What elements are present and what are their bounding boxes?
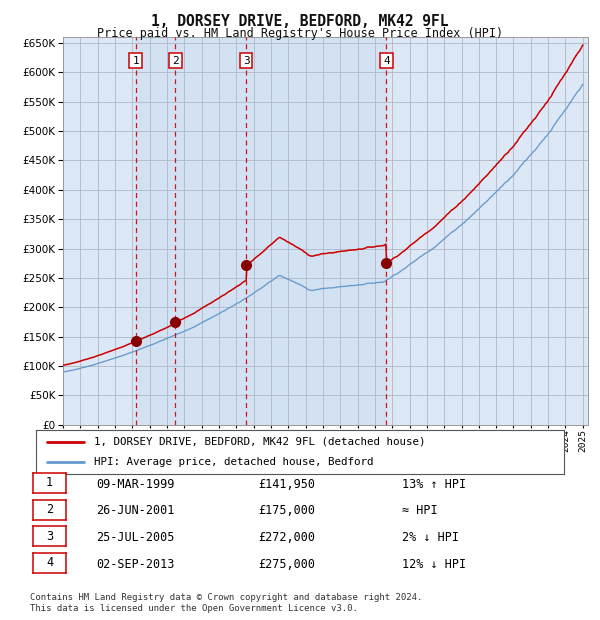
Text: ≈ HPI: ≈ HPI (402, 505, 437, 517)
Text: 26-JUN-2001: 26-JUN-2001 (96, 505, 175, 517)
Text: HPI: Average price, detached house, Bedford: HPI: Average price, detached house, Bedf… (94, 457, 374, 467)
Text: 1: 1 (46, 477, 53, 489)
Text: 3: 3 (243, 56, 250, 66)
Text: £272,000: £272,000 (258, 531, 315, 544)
Text: 1: 1 (132, 56, 139, 66)
Text: 1, DORSEY DRIVE, BEDFORD, MK42 9FL (detached house): 1, DORSEY DRIVE, BEDFORD, MK42 9FL (deta… (94, 436, 425, 447)
Text: 25-JUL-2005: 25-JUL-2005 (96, 531, 175, 544)
Text: 4: 4 (46, 557, 53, 569)
Text: 1, DORSEY DRIVE, BEDFORD, MK42 9FL: 1, DORSEY DRIVE, BEDFORD, MK42 9FL (151, 14, 449, 29)
Text: £275,000: £275,000 (258, 558, 315, 570)
Text: 4: 4 (383, 56, 390, 66)
Text: 12% ↓ HPI: 12% ↓ HPI (402, 558, 466, 570)
Text: 3: 3 (46, 530, 53, 542)
Text: 2% ↓ HPI: 2% ↓ HPI (402, 531, 459, 544)
Text: 2: 2 (46, 503, 53, 516)
Text: 13% ↑ HPI: 13% ↑ HPI (402, 478, 466, 490)
Text: Price paid vs. HM Land Registry's House Price Index (HPI): Price paid vs. HM Land Registry's House … (97, 27, 503, 40)
Text: 02-SEP-2013: 02-SEP-2013 (96, 558, 175, 570)
Text: £141,950: £141,950 (258, 478, 315, 490)
Text: 2: 2 (172, 56, 179, 66)
Text: 09-MAR-1999: 09-MAR-1999 (96, 478, 175, 490)
Text: £175,000: £175,000 (258, 505, 315, 517)
Text: Contains HM Land Registry data © Crown copyright and database right 2024.
This d: Contains HM Land Registry data © Crown c… (30, 593, 422, 613)
Bar (136, 37, 386, 425)
